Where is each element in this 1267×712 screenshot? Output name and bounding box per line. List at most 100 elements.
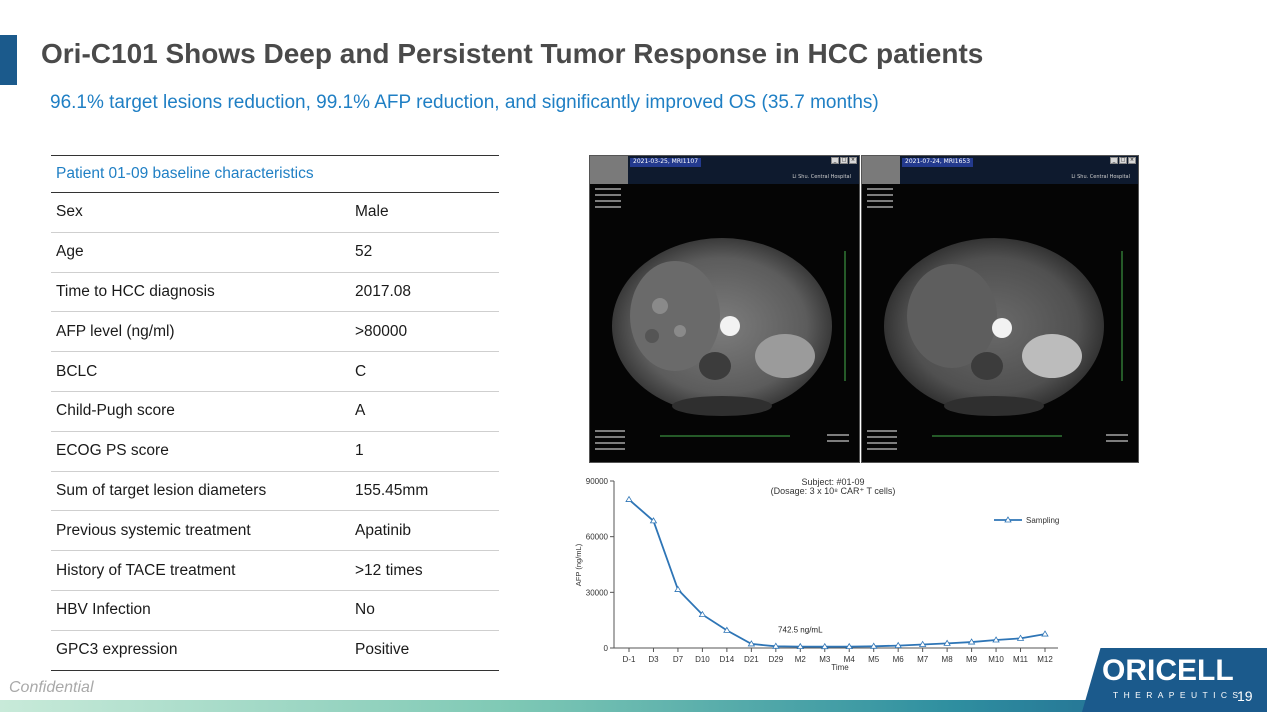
row-label: Age xyxy=(56,243,84,261)
data-point xyxy=(698,610,707,618)
scan-thumbnail[interactable] xyxy=(590,156,628,184)
maximize-button[interactable]: □ xyxy=(1119,157,1127,164)
row-value: 52 xyxy=(355,243,373,261)
maximize-button[interactable]: □ xyxy=(840,157,848,164)
scan-metadata xyxy=(867,188,893,212)
row-label: BCLC xyxy=(56,362,98,380)
x-axis-label: Time xyxy=(831,663,849,672)
close-button[interactable]: × xyxy=(849,157,857,164)
x-tick-label: M4 xyxy=(844,655,856,664)
mri-scan-baseline: 2021-03-25, MRI1107 _ □ × Li Shu. Centra… xyxy=(589,155,860,463)
page-subtitle: 96.1% target lesions reduction, 99.1% AF… xyxy=(50,92,879,113)
data-point xyxy=(943,639,951,646)
window-buttons: _ □ × xyxy=(831,157,857,164)
x-tick-label: M2 xyxy=(795,655,807,664)
row-label: Previous systemic treatment xyxy=(56,521,251,539)
afp-line-chart: 0 30000 60000 90000 D-1 D3 D7 D10 D14 D21 D29 M2 M3 M… xyxy=(574,477,1059,672)
x-tick-label: D21 xyxy=(744,655,759,664)
table-row: Previous systemic treatment Apatinib xyxy=(51,511,499,552)
y-tick-label: 60000 xyxy=(586,533,609,542)
x-tick-label: D29 xyxy=(768,655,783,664)
scan-metadata-bottom xyxy=(867,430,897,454)
row-label: GPC3 expression xyxy=(56,641,178,659)
data-point xyxy=(723,626,731,633)
x-tick-label: D14 xyxy=(720,655,735,664)
table-row: Child-Pugh score A xyxy=(51,392,499,432)
scan-id-label: 2021-07-24, MRI1653 xyxy=(902,158,974,167)
mri-image-baseline xyxy=(612,238,846,437)
annotation-label: 742.5 ng/mL xyxy=(778,626,823,635)
x-tick-label: M11 xyxy=(1013,655,1029,664)
mri-image-followup xyxy=(884,238,1123,437)
scan-metadata xyxy=(595,188,621,212)
row-label: HBV Infection xyxy=(56,601,151,619)
row-value: No xyxy=(355,601,375,619)
x-tick-label: M10 xyxy=(988,655,1004,664)
scan-metadata-bottom-right xyxy=(1106,434,1128,446)
data-point xyxy=(625,495,633,502)
row-label: Sum of target lesion diameters xyxy=(56,481,267,499)
scan-header: 2021-07-24, MRI1653 _ □ × Li Shu. Centra… xyxy=(862,156,1138,184)
data-point xyxy=(918,640,927,647)
row-value: C xyxy=(355,362,367,380)
oricell-logo: ORICELL xyxy=(1102,654,1234,687)
x-tick-label: M7 xyxy=(917,655,929,664)
table-row: ECOG PS score 1 xyxy=(51,432,499,472)
x-tick-label: M5 xyxy=(868,655,880,664)
row-label: History of TACE treatment xyxy=(56,561,236,579)
confidential-label: Confidential xyxy=(9,679,94,696)
table-row: AFP level (ng/ml) >80000 xyxy=(51,312,499,353)
table-row: HBV Infection No xyxy=(51,591,499,631)
series-line-sampling xyxy=(628,498,1046,648)
y-tick-label: 90000 xyxy=(586,477,609,486)
data-point xyxy=(796,642,805,650)
table-heading: Patient 01-09 baseline characteristics xyxy=(51,155,499,193)
logo-background xyxy=(1082,648,1267,712)
table-row: BCLC C xyxy=(51,352,499,392)
page-number: 19 xyxy=(1237,688,1253,704)
hospital-label: Li Shu. Central Hospital xyxy=(792,174,851,180)
data-point xyxy=(1016,634,1025,641)
table-row: Age 52 xyxy=(51,233,499,273)
minimize-button[interactable]: _ xyxy=(1110,157,1118,164)
row-value: 1 xyxy=(355,442,364,460)
row-value: 2017.08 xyxy=(355,282,412,300)
row-label: ECOG PS score xyxy=(56,442,169,460)
baseline-characteristics-table: Patient 01-09 baseline characteristics S… xyxy=(51,155,499,671)
data-point xyxy=(967,638,976,645)
x-tick-label: M12 xyxy=(1037,655,1053,664)
mri-scan-followup: 2021-07-24, MRI1653 _ □ × Li Shu. Centra… xyxy=(861,155,1139,463)
row-value: 155.45mm xyxy=(355,481,429,499)
row-value: >80000 xyxy=(355,322,408,340)
scan-header: 2021-03-25, MRI1107 _ □ × Li Shu. Centra… xyxy=(590,156,859,184)
y-tick-label: 0 xyxy=(604,644,609,653)
row-value: A xyxy=(355,402,366,420)
data-point xyxy=(821,642,829,650)
legend-marker xyxy=(1004,516,1012,523)
x-tick-label: M6 xyxy=(893,655,905,664)
minimize-button[interactable]: _ xyxy=(831,157,839,164)
window-buttons: _ □ × xyxy=(1110,157,1136,164)
hospital-label: Li Shu. Central Hospital xyxy=(1071,174,1130,180)
y-axis-label: AFP (ng/mL) xyxy=(574,543,583,586)
table-row: Time to HCC diagnosis 2017.08 xyxy=(51,273,499,313)
x-tick-label: D-1 xyxy=(623,655,636,664)
row-label: Time to HCC diagnosis xyxy=(56,282,215,300)
data-point xyxy=(1041,630,1049,637)
x-tick-label: M8 xyxy=(942,655,954,664)
y-tick-label: 30000 xyxy=(586,588,609,597)
close-button[interactable]: × xyxy=(1128,157,1136,164)
table-row: Sum of target lesion diameters 155.45mm xyxy=(51,472,499,512)
footer-band xyxy=(0,700,1267,712)
x-tick-label: M3 xyxy=(819,655,831,664)
x-tick-label: D7 xyxy=(673,655,684,664)
data-point xyxy=(845,642,853,650)
scan-thumbnail[interactable] xyxy=(862,156,900,184)
row-label: Sex xyxy=(56,203,83,221)
data-point xyxy=(674,585,682,592)
row-value: Positive xyxy=(355,641,410,659)
row-label: Child-Pugh score xyxy=(56,402,175,420)
chart-subtitle: (Dosage: 3 x 10⁸ CAR⁺ T cells) xyxy=(771,486,896,496)
scan-metadata-bottom-right xyxy=(827,434,849,446)
row-value: Male xyxy=(355,203,389,221)
